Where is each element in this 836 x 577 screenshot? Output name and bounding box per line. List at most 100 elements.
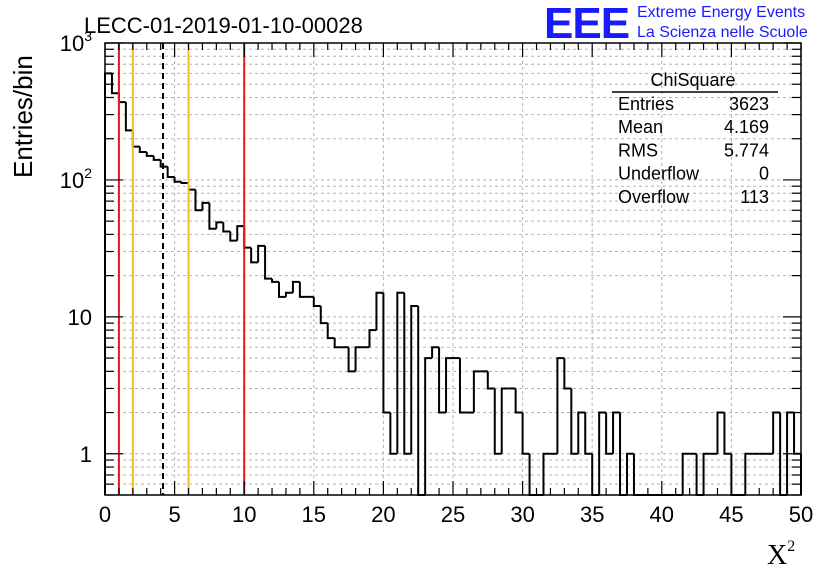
stats-value: 113 xyxy=(740,187,769,207)
histogram-bin xyxy=(702,452,711,495)
stats-label: Mean xyxy=(618,117,663,137)
histogram-bin xyxy=(208,202,217,230)
histogram-bin xyxy=(486,371,495,390)
stats-box: ChiSquare Entries 3623 Mean 4.169 RMS 5.774 Un… xyxy=(612,70,778,207)
eee-logo-mark: EEE xyxy=(544,0,630,48)
histogram-bin xyxy=(354,346,363,372)
x-tick-label: 10 xyxy=(232,502,256,527)
histogram-bin xyxy=(347,347,356,373)
x-tick-label: 15 xyxy=(302,502,326,527)
stats-label: Underflow xyxy=(618,164,700,184)
histogram-bin xyxy=(723,412,732,455)
histogram-bin xyxy=(138,146,147,153)
y-axis-label: Entries/bin xyxy=(8,55,38,178)
histogram-bin xyxy=(445,357,453,413)
stats-label: Overflow xyxy=(618,187,690,207)
chart-title: LECC-01-2019-01-10-00028 xyxy=(84,13,363,38)
x-tick-label: 25 xyxy=(441,502,465,527)
histogram-bin xyxy=(222,222,231,233)
histogram-bin xyxy=(438,347,447,414)
histogram-bin xyxy=(250,247,259,264)
histogram-bin xyxy=(333,338,342,349)
histogram-bin xyxy=(180,181,189,184)
histogram-bin xyxy=(326,323,335,340)
histogram-bin xyxy=(500,387,509,454)
histogram-bin xyxy=(598,411,607,495)
histogram-bin xyxy=(278,281,286,298)
x-tick-label: 20 xyxy=(371,502,395,527)
histogram-bin xyxy=(793,412,801,455)
histogram-bin xyxy=(229,231,238,242)
histogram-bin xyxy=(521,412,530,455)
histogram-bin xyxy=(605,412,614,455)
histogram-bin xyxy=(173,177,182,183)
histogram-bin xyxy=(375,291,384,331)
histogram-bin xyxy=(716,411,725,454)
histogram-bin xyxy=(201,201,210,211)
histogram-bin xyxy=(424,357,433,495)
histogram-bin xyxy=(584,412,593,455)
histogram-bin xyxy=(626,452,634,495)
histogram-bin xyxy=(110,73,119,95)
x-axis-label-superscript: 2 xyxy=(787,538,795,555)
stats-value: 5.774 xyxy=(724,140,769,160)
stats-value: 0 xyxy=(759,164,769,184)
x-tick-label: 40 xyxy=(650,502,674,527)
stats-value: 3623 xyxy=(729,94,769,114)
histogram-bin xyxy=(389,412,398,455)
histogram-bin xyxy=(744,452,753,495)
histogram-bin xyxy=(159,159,168,168)
x-tick-label: 35 xyxy=(580,502,604,527)
grid-lines xyxy=(105,43,801,496)
x-tick-label: 30 xyxy=(510,502,534,527)
histogram-bin xyxy=(319,306,328,325)
histogram-bin xyxy=(431,346,440,359)
x-axis-label-main: X xyxy=(767,540,787,571)
histogram-bin xyxy=(257,244,266,263)
histogram-bin xyxy=(570,388,579,455)
y-tick-labels: 1 10 102 103 xyxy=(60,28,92,467)
histogram-bin xyxy=(271,278,279,283)
x-tick-labels: 0 5 10 15 20 25 30 35 40 45 50 xyxy=(99,502,813,527)
histogram-bin xyxy=(493,388,502,455)
x-tick-label: 45 xyxy=(719,502,743,527)
histogram-bin xyxy=(786,411,795,495)
histogram-bin xyxy=(236,225,245,241)
histogram-bin xyxy=(264,245,273,280)
reference-lines xyxy=(117,43,246,495)
histogram-bin xyxy=(284,291,293,297)
y-tick-label: 1 xyxy=(80,442,92,467)
histogram-bin xyxy=(291,280,300,293)
y-tick-label: 10 xyxy=(68,305,92,330)
stats-rows: Entries 3623 Mean 4.169 RMS 5.774 Underflow 0 Ov… xyxy=(618,94,769,207)
histogram-bin xyxy=(382,292,391,414)
histogram-bin xyxy=(577,411,586,454)
y-tick-label: 102 xyxy=(60,165,92,193)
stats-label: Entries xyxy=(618,94,674,114)
histogram-bin xyxy=(458,358,467,414)
histogram-bin xyxy=(298,281,307,298)
stats-title: ChiSquare xyxy=(650,70,735,90)
logo-line-1: Extreme Energy Events xyxy=(637,4,806,21)
y-tick-label: 103 xyxy=(60,28,92,56)
histogram-bin xyxy=(166,166,175,179)
histogram-bin xyxy=(612,411,621,454)
histogram-bin xyxy=(215,221,224,229)
histogram-bin xyxy=(396,291,405,454)
stats-value: 4.169 xyxy=(724,117,769,137)
histogram-bin xyxy=(772,411,781,454)
histogram-bin xyxy=(312,296,321,308)
histogram-bin xyxy=(403,292,412,455)
x-tick-label: 5 xyxy=(168,502,180,527)
x-tick-label: 50 xyxy=(789,502,813,527)
x-tick-label: 0 xyxy=(99,502,111,527)
histogram-bin xyxy=(542,452,551,495)
histogram-bin xyxy=(194,189,203,212)
histogram-bin xyxy=(104,72,112,495)
histogram-bin xyxy=(472,370,481,413)
histogram-bin xyxy=(145,151,154,157)
histogram-bin xyxy=(152,155,161,161)
histogram-bin xyxy=(410,305,419,454)
